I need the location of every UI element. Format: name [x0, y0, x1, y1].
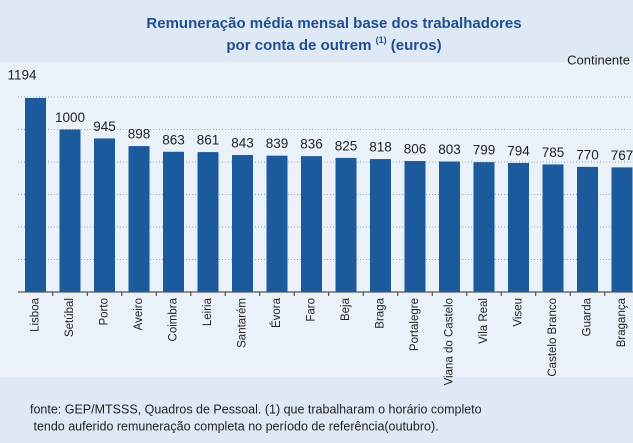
value-label: 863 [162, 132, 185, 147]
value-label: 836 [300, 137, 323, 152]
bar [163, 151, 184, 292]
bar [94, 138, 115, 292]
x-tick-label: Porto [99, 298, 111, 326]
x-tick-label: Guarda [582, 297, 594, 336]
bar [301, 156, 322, 292]
x-tick-label: Santarém [237, 298, 249, 348]
subtitle: Continente [567, 52, 630, 67]
x-tick-label: Coimbra [168, 297, 180, 341]
bar [370, 159, 391, 292]
value-label: 1000 [55, 110, 85, 125]
value-label: 770 [576, 147, 599, 162]
x-tick-label: Braga [375, 297, 387, 328]
value-label: 785 [542, 145, 565, 160]
value-label: 861 [197, 133, 220, 148]
x-tick-label: Leiria [202, 297, 214, 326]
bar [542, 164, 564, 292]
chart-title: Remuneração média mensal base dos trabal… [146, 15, 521, 32]
x-tick-label: Bragança [616, 297, 628, 347]
x-tick-label: Viana do Castelo [444, 298, 456, 385]
source-note: tendo auferido remuneração completa no p… [30, 419, 439, 433]
value-label: 898 [128, 127, 151, 142]
x-tick-label: Beja [340, 297, 352, 321]
title-superscript: (1) [376, 35, 387, 45]
bar [266, 155, 288, 292]
x-tick-label: Portalegre [409, 298, 421, 351]
value-label: 843 [231, 136, 254, 151]
title-part: por conta de outrem [226, 37, 371, 54]
bar [611, 167, 633, 292]
x-tick-label: Faro [306, 298, 318, 322]
source-note: fonte: GEP/MTSSS, Quadros de Pessoal. (1… [30, 402, 482, 416]
bar [473, 162, 495, 292]
bar [335, 157, 357, 292]
value-label: 1194 [7, 68, 37, 83]
bar [59, 129, 81, 292]
bar [25, 97, 46, 292]
value-label: 818 [369, 140, 392, 155]
x-tick-label: Viseu [513, 298, 525, 327]
bar [232, 155, 253, 292]
bar [508, 162, 529, 292]
bar [197, 152, 219, 292]
bar [128, 146, 150, 292]
x-tick-label: Évora [270, 297, 283, 328]
x-tick-label: Vila Real [478, 298, 490, 344]
value-label: 945 [93, 119, 116, 134]
x-tick-label: Lisboa [30, 297, 42, 331]
value-label: 767 [611, 148, 633, 163]
value-label: 794 [507, 144, 530, 159]
title-part: (euros) [391, 37, 442, 54]
value-label: 803 [438, 142, 461, 157]
value-label: 806 [404, 142, 427, 157]
x-tick-label: Setúbal [64, 298, 76, 337]
bar [404, 161, 426, 292]
x-tick-label: Castelo Branco [547, 298, 559, 377]
chart-title: por conta de outrem (1) (euros) [226, 32, 441, 54]
bar [577, 166, 598, 292]
value-label: 799 [473, 143, 496, 158]
x-tick-label: Aveiro [133, 298, 145, 330]
value-label: 839 [266, 136, 289, 151]
bar [439, 161, 460, 292]
value-label: 825 [335, 139, 358, 154]
